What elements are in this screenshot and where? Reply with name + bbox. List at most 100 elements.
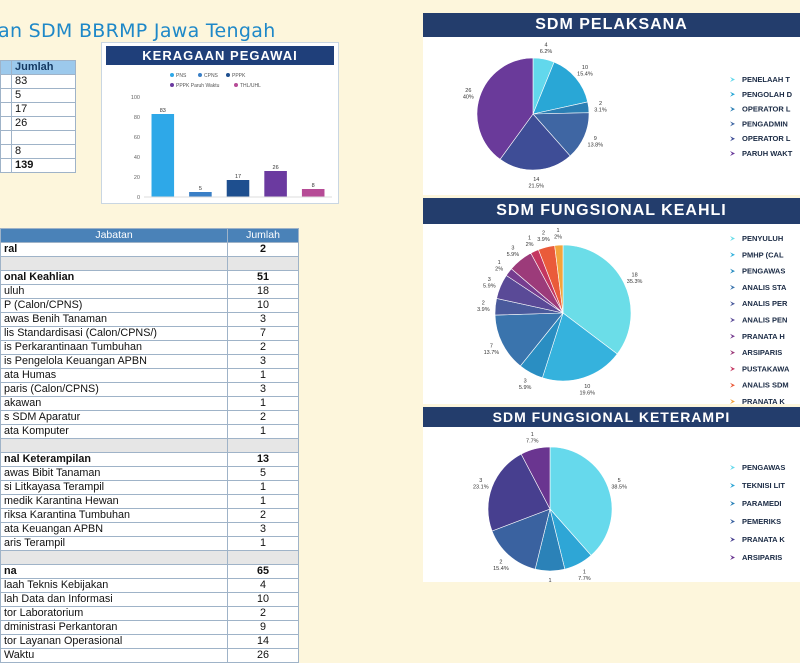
jumlah-cell: 2 [227,410,299,425]
jumlah-cell [227,438,299,453]
pie-count-label: 26 [465,88,471,94]
jumlah-cell: 10 [227,298,299,313]
pie-pct-label: 2% [554,235,562,241]
legend-label: OPERATOR L [742,105,791,114]
jumlah-cell [227,550,299,565]
jumlah-cell: 7 [227,326,299,341]
bar-value-label: 83 [160,108,166,114]
jabatan-cell [0,550,228,565]
legend-arrow-icon [730,284,735,290]
legend-arrow-icon [730,382,735,388]
pie-count-label: 2 [542,230,545,236]
legend-arrow-icon [730,483,735,488]
jumlah-cell: 51 [227,270,299,285]
bar [189,192,212,197]
summary-row: 5 [0,88,76,103]
table-row [0,256,299,271]
summary-table: Jumlah 83 5 17 26 8 139 [0,60,76,173]
pie-pct-label: 5.9% [507,252,520,258]
pie-count-label: 2 [499,559,502,565]
legend-arrow-icon [730,555,735,560]
table-row: P (Calon/CPNS) 10 [0,298,299,313]
legend-arrow-icon [730,465,735,470]
jabatan-cell: aris Terampil [0,536,228,551]
legend-label: PEMERIKS [742,517,781,526]
jumlah-cell: 1 [227,536,299,551]
pie-slice [562,244,632,355]
table-row: na 65 [0,564,299,579]
pie-count-label: 5 [618,478,621,484]
legend-arrow-icon [730,121,735,127]
pie-pct-label: 6.2% [540,49,553,55]
legend-label: PENGAWAS [742,267,785,276]
jabatan-cell: nal Keterampilan [0,452,228,467]
table-row: tor Layanan Operasional 14 [0,634,299,649]
legend-label: PARUH WAKT [742,149,793,158]
jabatan-cell: ral [0,242,228,257]
table-row: tor Laboratorium 2 [0,606,299,621]
jabatan-cell: lis Standardisasi (Calon/CPNS/) [0,326,228,341]
legend-arrow-icon [730,77,735,82]
table-row: is Perkarantinaan Tumbuhan 2 [0,340,299,355]
jumlah-cell: 1 [227,480,299,495]
pie-pct-label: 35.3% [627,279,643,285]
legend-label: ARSIPARIS [742,553,782,562]
bar-value-label: 17 [235,174,241,180]
legend-label: ARSIPARIS [742,348,782,357]
pie-count-label: 3 [511,246,514,252]
pie-pct-label: 15.4% [577,72,593,78]
jabatan-cell: laah Teknis Kebijakan [0,578,228,593]
table-row: dministrasi Perkantoran 9 [0,620,299,635]
summary-value: 83 [11,74,76,89]
legend-label: CPNS [204,73,219,79]
pie-count-label: 2 [482,301,485,307]
jabatan-header: Jabatan [0,228,228,243]
table-row: uluh 18 [0,284,299,299]
legend-label: OPERATOR L [742,134,791,143]
keahlian-pie-chart: 1835.3%1019.6%35.9%713.7%23.9%35.9%12%35… [477,228,790,406]
pie-slice [520,446,551,510]
pie-pct-label: 19.6% [579,391,595,397]
legend-label: PRANATA K [742,397,785,404]
pie-pct-label: 2% [495,266,503,272]
bar [226,180,250,197]
legend-label: ANALIS PER [742,299,788,308]
table-row: laah Teknis Kebijakan 4 [0,578,299,593]
keragaman-title: KERAGAAN PEGAWAI [106,46,334,65]
jabatan-cell: ata Komputer [0,424,228,439]
pie-count-label: 1 [531,432,534,438]
table-row: akawan 1 [0,396,299,411]
legend-label: PRANATA K [742,535,785,544]
table-row: onal Keahlian 51 [0,270,299,285]
summary-row [0,130,76,145]
table-row: ata Komputer 1 [0,424,299,439]
y-tick-label: 80 [134,115,140,121]
jabatan-cell: awas Benih Tanaman [0,312,228,327]
table-row: ral 2 [0,242,299,257]
jumlah-cell: 14 [227,634,299,649]
legend-arrow-icon [730,236,735,241]
table-row: awas Benih Tanaman 3 [0,312,299,327]
pelaksana-panel: SDM PELAKSANA 4 6.2% 10 15.4% 2 3.1% 9 13.8% 14 2… [423,13,800,195]
summary-value: 26 [11,116,76,131]
table-row: s SDM Aparatur 2 [0,410,299,425]
pie-slice [532,61,589,115]
legend-label: ANALIS PEN [742,316,787,325]
pie-count-label: 10 [584,384,590,390]
jabatan-cell: Waktu [0,648,228,663]
legend-label: PENYULUH [742,234,783,243]
jumlah-cell: 1 [227,396,299,411]
jabatan-cell: is Perkarantinaan Tumbuhan [0,340,228,355]
table-row: riksa Karantina Tumbuhan 2 [0,508,299,523]
summary-value: 8 [11,144,76,159]
jabatan-cell: paris (Calon/CPNS) [0,382,228,397]
summary-value: 17 [11,102,76,117]
jumlah-cell: 3 [227,522,299,537]
legend-label: PENGADMIN [742,119,788,128]
legend-label: PUSTAKAWA [742,364,790,373]
legend-marker [226,73,230,77]
jabatan-cell: ata Keuangan APBN [0,522,228,537]
legend-marker [170,73,174,77]
bar-value-label: 5 [199,186,202,192]
